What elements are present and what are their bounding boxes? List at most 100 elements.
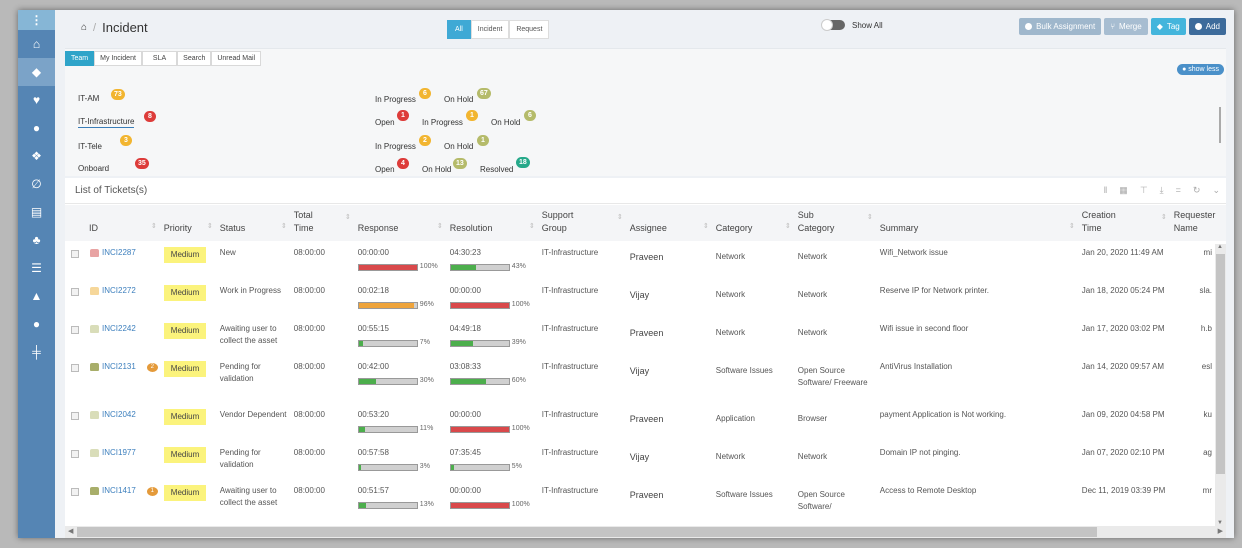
ticket-id-link[interactable]: INCI2131 [102,362,136,371]
tab-incident[interactable]: Incident [470,20,510,39]
row-checkbox[interactable] [71,326,79,334]
total-time: 08:00:00 [293,324,325,333]
tab-search[interactable]: Search [177,51,212,66]
sidebar-item-assets[interactable]: ❖ [18,142,55,170]
tab-unread-mail[interactable]: Unread Mail [211,51,262,66]
support-group: IT-Infrastructure [541,448,599,457]
col-summary[interactable]: Summary ⇕ [876,205,1079,241]
support-group: IT-Infrastructure [541,362,599,371]
col-response[interactable]: Response ⇕ [354,205,447,241]
bulk-assignment-button[interactable]: Bulk Assignment [1019,18,1102,35]
col-creation-time[interactable]: Creation Time ⇕ [1078,205,1171,241]
ticket-id-link[interactable]: INCI2042 [102,410,136,419]
status-in-progress[interactable]: In Progress [375,95,416,104]
status-text: Awaiting user to collect the asset [219,486,278,507]
tab-request[interactable]: Request [509,20,550,39]
table-row[interactable]: INCI1417 1 Medium Awaiting user to colle… [65,479,1226,527]
table-row[interactable]: INCI2042 Medium Vendor Dependent 08:00:0… [65,403,1226,441]
top-bar: ⌂ / Incident All Incident Request Show A… [55,10,1234,46]
add-button[interactable]: Add [1188,18,1226,35]
summary: Domain IP not pinging. [879,448,961,457]
sidebar-menu-toggle[interactable]: ⋮ [18,10,55,30]
tab-all[interactable]: All [447,20,471,39]
show-all-toggle[interactable] [821,19,845,31]
team-it-am[interactable]: IT-AM [78,94,100,103]
status-on-hold[interactable]: On Hold [444,95,474,104]
col-assignee[interactable]: Assignee ⇕ [626,205,713,241]
row-checkbox[interactable] [71,412,79,420]
download-icon[interactable]: ⤓ [1159,185,1164,195]
sidebar-item-organization[interactable]: ♣ [18,226,55,254]
filter-scrollbar[interactable] [1219,107,1221,143]
chevron-down-icon[interactable]: ⌄ [1212,185,1220,195]
home-icon[interactable]: ⌂ [81,22,88,33]
tab-team[interactable]: Team [65,51,95,66]
col-sub-category[interactable]: Sub Category ⇕ [794,205,877,241]
ticket-id-link[interactable]: INCI1977 [102,448,136,457]
team-it-infrastructure[interactable]: IT-Infrastructure [78,117,135,128]
vertical-scrollbar[interactable]: ▲ ▼ [1215,244,1226,526]
col-requester-name[interactable]: Requester Name [1170,205,1226,241]
columns-icon[interactable]: ‖ [1103,185,1108,195]
col-category[interactable]: Category ⇕ [712,205,795,241]
status-on-hold[interactable]: On Hold [491,118,521,127]
table-row[interactable]: INCI1977 Medium Pending for validation 0… [65,441,1226,479]
table-row[interactable]: INCI2272 Medium Work in Progress 08:00:0… [65,279,1226,317]
sidebar-item-home[interactable]: ⌂ [18,30,55,58]
sidebar-item-reports[interactable]: ▲ [18,282,55,310]
sidebar-item-inventory[interactable]: ☰ [18,254,55,282]
merge-button[interactable]: ⑂ Merge [1104,18,1148,35]
sidebar-item-users[interactable]: ● [18,310,55,338]
status-on-hold[interactable]: On Hold [444,142,474,151]
category: Application [715,414,755,423]
status-in-progress[interactable]: In Progress [375,142,416,151]
refresh-icon[interactable]: ↻ [1192,185,1201,195]
sidebar-item-documents[interactable]: ▤ [18,198,55,226]
col-total-time[interactable]: Total Time ⇕ [290,205,355,241]
row-checkbox[interactable] [71,450,79,458]
equals-icon[interactable]: = [1175,185,1181,195]
calendar-icon[interactable]: ▦ [1119,185,1128,195]
sidebar-item-changes[interactable]: ∅ [18,170,55,198]
status-open[interactable]: Open [375,165,395,174]
row-checkbox[interactable] [71,364,79,372]
team-it-tele[interactable]: IT-Tele [78,142,103,151]
status-open[interactable]: Open [375,118,395,127]
col-support-group[interactable]: Support Group ⇕ [538,205,627,241]
status-on-hold[interactable]: On Hold [422,165,452,174]
priority-badge: Medium [163,409,207,425]
sidebar-item-health[interactable]: ♥ [18,86,55,114]
row-checkbox[interactable] [71,250,79,258]
status-resolved[interactable]: Resolved [480,165,514,174]
ticket-id-link[interactable]: INCI2287 [102,248,136,257]
resolution-time: 07:35:45 [449,448,481,457]
ticket-id-link[interactable]: INCI2272 [102,286,136,295]
table-row[interactable]: INCI2242 Medium Awaiting user to collect… [65,317,1226,355]
tab-my-incident[interactable]: My Incident [94,51,142,66]
team-onboard[interactable]: Onboard [78,164,110,173]
col-id[interactable]: ID ⇕ [65,205,161,241]
ticket-id-link[interactable]: INCI2242 [102,324,136,333]
status-in-progress[interactable]: In Progress [422,118,463,127]
chat-bubble-icon[interactable]: 1 [146,486,158,496]
row-checkbox[interactable] [71,488,79,496]
col-priority[interactable]: Priority ⇕ [160,205,217,241]
table-row[interactable]: INCI2287 Medium New 08:00:00 00:00:00 10… [65,241,1226,279]
show-less-button[interactable]: ● show less [1177,64,1224,75]
horizontal-scrollbar[interactable]: ◀ ▶ [65,526,1226,538]
tag-button[interactable]: ◆ Tag [1150,18,1186,35]
table-row[interactable]: INCI2131 2 Medium Pending for validation… [65,355,1226,403]
response-progress-bar [357,263,418,271]
row-checkbox[interactable] [71,288,79,296]
response-progress-bar [357,301,418,309]
resolution-progress-bar [449,301,510,309]
sidebar-item-settings[interactable]: ╪ [18,338,55,366]
col-resolution[interactable]: Resolution ⇕ [446,205,539,241]
filter-icon[interactable]: ⊤ [1139,185,1148,195]
chat-bubble-icon[interactable]: 2 [146,362,158,372]
sidebar-item-tickets[interactable]: ◆ [18,58,55,86]
sidebar-item-alerts[interactable]: ● [18,114,55,142]
ticket-id-link[interactable]: INCI1417 [102,486,136,495]
tab-sla[interactable]: SLA [141,51,178,66]
col-status[interactable]: Status ⇕ [216,205,291,241]
